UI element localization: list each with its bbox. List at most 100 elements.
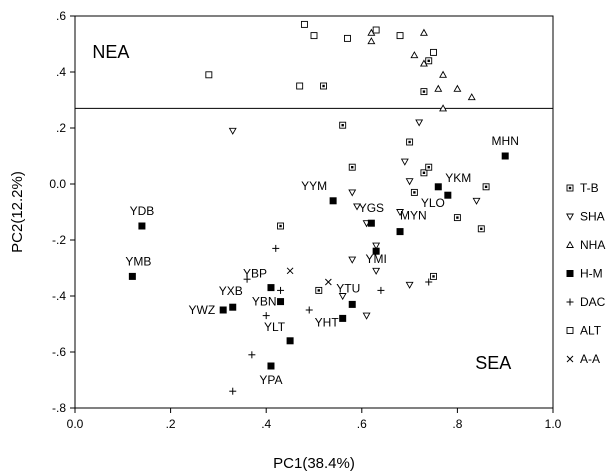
point-t-b [420, 169, 428, 177]
point-dac [248, 351, 256, 359]
point-h-m [267, 362, 275, 370]
point-h-m [444, 191, 452, 199]
legend-marker-alt [566, 327, 574, 334]
point-t-b [425, 57, 433, 65]
x-tick-label: 0.0 [67, 417, 84, 431]
point-label-ygs: YGS [359, 201, 384, 215]
point-h-m [277, 298, 285, 306]
point-label-ypa: YPA [259, 373, 282, 387]
point-h-m [329, 197, 337, 205]
point-label-ydb: YDB [130, 204, 155, 218]
x-tick-label: .8 [452, 417, 462, 431]
point-label-yht: YHT [315, 315, 340, 329]
point-t-b [453, 214, 461, 222]
point-h-m [434, 183, 442, 191]
point-a-a [286, 267, 294, 275]
point-sha [228, 127, 237, 135]
point-label-ykm: YKM [445, 171, 471, 185]
point-t-b [477, 225, 485, 233]
point-h-m [348, 300, 356, 308]
point-t-b [348, 163, 356, 171]
point-dac [262, 312, 270, 320]
point-nha [439, 104, 448, 112]
y-tick-label: .6 [56, 9, 66, 23]
point-sha [353, 203, 361, 211]
y-axis-ticks: .6 .4 .2 0.0 -.2 -.4 -.6 -.8 [49, 9, 75, 415]
y-tick-label: .2 [56, 121, 66, 135]
point-sha [405, 178, 414, 186]
point-sha [348, 189, 357, 197]
point-h-m [339, 314, 347, 322]
y-tick-label: 0.0 [49, 177, 66, 191]
legend-marker-dac [566, 298, 574, 306]
point-h-m [128, 272, 136, 280]
point-nha [453, 84, 462, 92]
point-t-b [339, 121, 347, 129]
region-labels: NEA SEA [92, 42, 511, 373]
region-label-sea: SEA [475, 353, 511, 373]
point-h-m [267, 284, 275, 292]
point-label-myn: MYN [400, 209, 427, 223]
point-h-m [229, 303, 237, 311]
point-h-m [501, 152, 509, 160]
legend: T-B SHA NHA H-M DAC ALT A-A [566, 181, 606, 366]
legend-marker-h-m [566, 270, 574, 277]
point-nha [467, 93, 476, 101]
y-tick-label: -.4 [52, 289, 66, 303]
point-dac [243, 275, 251, 283]
point-sha [472, 197, 481, 205]
point-dac [425, 278, 433, 286]
point-label-ybp: YBP [243, 267, 267, 281]
point-dac [377, 286, 385, 294]
point-alt [372, 26, 380, 34]
point-label-ymi: YMI [365, 252, 386, 266]
point-t-b [410, 188, 418, 196]
point-nha [419, 28, 428, 36]
point-t-b [482, 183, 490, 191]
point-dac [277, 286, 285, 294]
plot-frame [74, 15, 554, 409]
point-t-b [320, 82, 328, 90]
plot-frame-group [74, 15, 554, 409]
point-alt [344, 34, 351, 42]
point-t-b [425, 163, 433, 171]
point-sha [400, 158, 409, 166]
point-t-b [315, 286, 323, 294]
point-nha [367, 37, 376, 45]
point-label-yym: YYM [301, 179, 327, 193]
point-dac [305, 306, 313, 314]
point-label-ymb: YMB [125, 254, 151, 268]
point-sha [396, 209, 405, 217]
legend-marker-t-b [566, 184, 574, 192]
point-alt [296, 82, 304, 90]
point-label-ylt: YLT [264, 320, 286, 334]
point-nha [439, 70, 448, 78]
point-sha [362, 312, 371, 320]
point-sha [415, 119, 424, 127]
point-label-ywz: YWZ [189, 303, 216, 317]
legend-marker-a-a [566, 355, 574, 363]
point-t-b [420, 88, 428, 96]
point-h-m [286, 337, 294, 345]
legend-marker-nha [566, 240, 574, 248]
point-h-m [138, 222, 146, 230]
x-tick-label: .2 [166, 417, 176, 431]
legend-label-dac: DAC [580, 295, 606, 309]
legend-label-h-m: H-M [580, 267, 603, 281]
point-t-b [430, 272, 437, 280]
point-nha [419, 59, 428, 67]
legend-label-nha: NHA [580, 238, 605, 252]
x-axis-ticks: 0.0 .2 .4 .6 .8 1.0 [67, 408, 562, 431]
point-dac [272, 244, 280, 252]
point-label-yxb: YXB [219, 284, 243, 298]
legend-marker-sha [566, 213, 574, 221]
point-alt [396, 32, 404, 40]
region-label-nea: NEA [92, 42, 129, 62]
point-label-ytu: YTU [336, 281, 360, 295]
x-tick-label: .4 [261, 417, 271, 431]
point-sha [372, 242, 381, 250]
point-alt [300, 20, 308, 28]
point-a-a [324, 278, 332, 286]
